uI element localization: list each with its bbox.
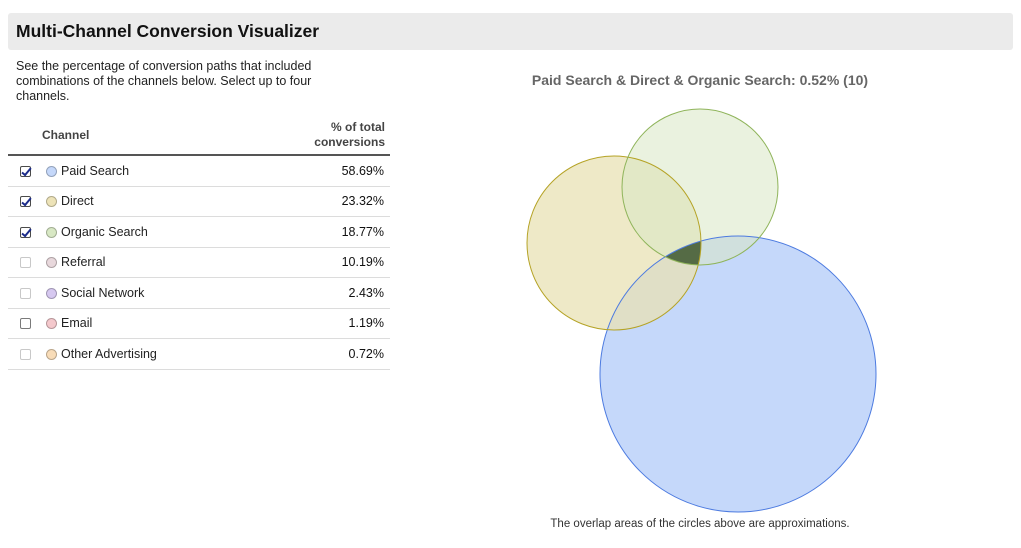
- channel-color-swatch: [46, 348, 57, 360]
- channel-label: Organic Search: [61, 224, 148, 239]
- channel-checkbox-cell: [8, 277, 42, 309]
- channel-row[interactable]: Referral 10.19%: [8, 247, 390, 278]
- channel-label: Paid Search: [61, 163, 130, 178]
- channel-row[interactable]: Paid Search 58.69%: [8, 155, 390, 187]
- channel-percent: 2.43%: [251, 277, 390, 309]
- channel-checkbox[interactable]: [19, 318, 31, 330]
- channel-color-swatch: [46, 318, 57, 330]
- venn-diagram: [526, 108, 877, 513]
- channel-label: Referral: [61, 255, 106, 270]
- channel-row[interactable]: Direct 23.32%: [8, 186, 390, 217]
- channel-color-swatch: [46, 196, 57, 208]
- channel-color-swatch: [46, 226, 57, 238]
- channel-label: Social Network: [61, 285, 145, 300]
- channel-column-header: Channel: [42, 116, 252, 156]
- channel-row[interactable]: Other Advertising 0.72%: [8, 338, 390, 370]
- channel-row[interactable]: Organic Search 18.77%: [8, 216, 390, 248]
- channel-name-cell: Email: [42, 308, 252, 339]
- channel-checkbox[interactable]: [19, 348, 31, 360]
- percent-column-header: % of total conversions: [251, 116, 390, 156]
- channel-percent: 58.69%: [251, 155, 390, 187]
- channel-checkbox[interactable]: [19, 257, 31, 269]
- checkbox-column-header: [8, 116, 42, 156]
- channel-label: Other Advertising: [61, 346, 157, 361]
- channel-percent: 1.19%: [251, 308, 390, 339]
- channel-color-swatch: [46, 165, 57, 177]
- channel-checkbox-cell: [8, 247, 42, 278]
- percent-header-line2: conversions: [314, 135, 385, 149]
- channel-percent: 10.19%: [251, 247, 390, 278]
- venn-title: Paid Search & Direct & Organic Search: 0…: [531, 72, 869, 88]
- intro-text: See the percentage of conversion paths t…: [16, 59, 312, 103]
- page-header: Multi-Channel Conversion Visualizer: [8, 13, 1013, 50]
- channel-name-cell: Referral: [42, 247, 252, 278]
- channel-name-cell: Social Network: [42, 277, 252, 309]
- channel-label: Direct: [61, 194, 94, 209]
- percent-header-line1: % of total: [331, 120, 385, 134]
- channel-checkbox-cell: [8, 338, 42, 370]
- channel-checkbox[interactable]: [19, 226, 31, 238]
- channel-checkbox-cell: [8, 308, 42, 339]
- table-header-row: Channel % of total conversions: [8, 116, 390, 156]
- channel-checkbox[interactable]: [19, 196, 31, 208]
- channel-color-swatch: [46, 257, 57, 269]
- direct-circle-outline: [526, 155, 702, 331]
- venn-footnote: The overlap areas of the circles above a…: [550, 518, 850, 530]
- channel-percent: 0.72%: [251, 338, 390, 370]
- channel-label: Email: [61, 316, 93, 331]
- page-title: Multi-Channel Conversion Visualizer: [16, 21, 320, 41]
- channel-name-cell: Other Advertising: [42, 338, 252, 370]
- channel-checkbox-cell: [8, 186, 42, 217]
- channel-color-swatch: [46, 287, 57, 299]
- channel-name-cell: Paid Search: [42, 155, 252, 187]
- organic-search-circle[interactable]: [622, 109, 778, 265]
- channel-checkbox[interactable]: [19, 287, 31, 299]
- channel-percent: 18.77%: [251, 216, 390, 248]
- channel-checkbox-cell: [8, 155, 42, 187]
- paid-search-circle-outline: [599, 235, 877, 513]
- channel-name-cell: Direct: [42, 186, 252, 217]
- channel-checkbox[interactable]: [19, 165, 31, 177]
- organic-search-circle-outline: [621, 108, 779, 266]
- channel-name-cell: Organic Search: [42, 216, 252, 248]
- channel-percent: 23.32%: [251, 186, 390, 217]
- channel-checkbox-cell: [8, 216, 42, 248]
- channel-table: Channel % of total conversions Paid Sear…: [8, 116, 390, 370]
- channel-row[interactable]: Social Network 2.43%: [8, 277, 390, 309]
- channel-row[interactable]: Email 1.19%: [8, 308, 390, 339]
